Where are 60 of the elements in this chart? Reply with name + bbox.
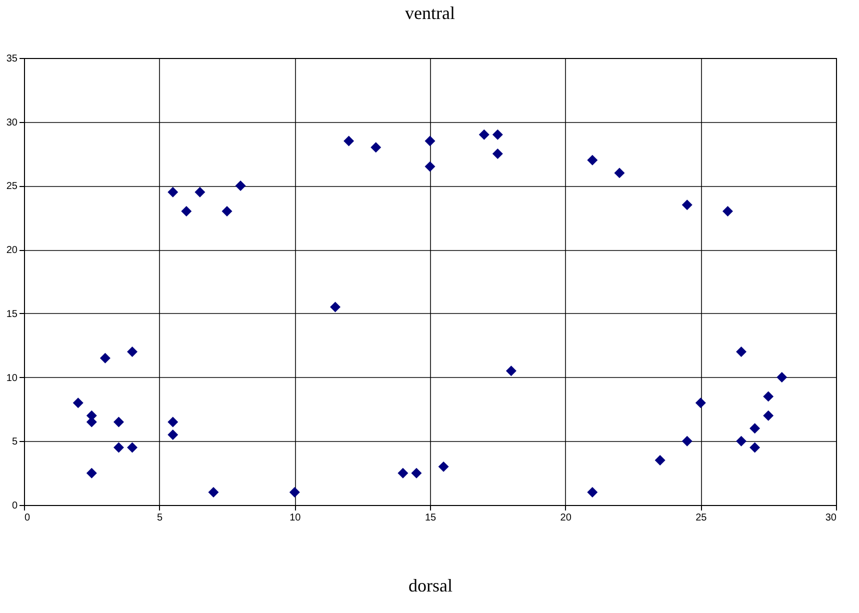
point [289, 486, 300, 498]
point [181, 206, 192, 216]
point [72, 398, 84, 408]
point [492, 129, 503, 140]
point [127, 442, 138, 453]
point [344, 136, 354, 146]
point [654, 455, 666, 466]
point [750, 442, 760, 453]
point [438, 461, 449, 472]
x-axis-title: dorsal [408, 576, 452, 596]
x-tick-label: 30 [825, 512, 837, 524]
x-tick-label: 0 [24, 512, 30, 524]
y-tick-label: 15 [6, 308, 18, 320]
point [682, 436, 692, 446]
chart-title: ventral [405, 3, 455, 23]
point [763, 410, 774, 421]
point [682, 200, 692, 210]
point [168, 430, 178, 440]
point [168, 416, 178, 428]
point [113, 442, 124, 453]
point [722, 206, 733, 216]
x-tick-label: 10 [290, 512, 302, 524]
point [222, 206, 232, 216]
point [208, 486, 219, 498]
point [330, 302, 341, 312]
point [763, 391, 774, 402]
point [736, 346, 747, 357]
point [506, 366, 516, 376]
point [235, 180, 246, 191]
point [370, 142, 382, 153]
x-tick-label: 15 [424, 512, 436, 524]
y-tick-label: 0 [12, 500, 18, 512]
y-tick-label: 10 [6, 372, 18, 384]
y-tick-label: 30 [6, 117, 18, 128]
point [587, 486, 598, 498]
y-tick-label: 25 [6, 181, 18, 192]
point [695, 398, 706, 408]
x-tick-label: 25 [696, 512, 708, 524]
point [168, 186, 178, 198]
point [127, 346, 138, 357]
point [424, 136, 436, 146]
point [614, 168, 625, 178]
point [776, 372, 788, 383]
point [478, 129, 490, 140]
point [398, 468, 408, 478]
x-tick-label: 20 [560, 512, 572, 524]
point [411, 468, 422, 478]
x-tick-label: 5 [157, 512, 164, 524]
point [587, 154, 598, 166]
point [492, 148, 503, 160]
point [86, 468, 97, 478]
point [194, 186, 206, 198]
y-tick-label: 20 [6, 245, 18, 256]
point [424, 161, 436, 172]
point [113, 416, 124, 428]
point [750, 423, 760, 434]
point [100, 352, 110, 364]
y-tick-label: 35 [6, 54, 18, 64]
point [736, 436, 747, 446]
y-tick-label: 5 [12, 436, 18, 448]
